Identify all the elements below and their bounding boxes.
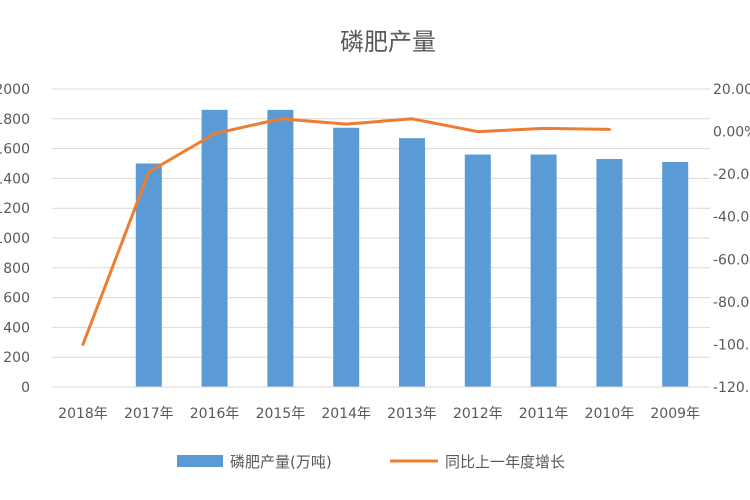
x-tick-label: 2012年 [453, 406, 503, 422]
left-tick-label: 2000 [0, 82, 30, 98]
left-tick-label: 1600 [0, 142, 30, 158]
x-tick-label: 2015年 [256, 406, 306, 422]
line-point [543, 127, 545, 129]
left-tick-label: 600 [3, 291, 30, 307]
x-tick-label: 2011年 [519, 406, 569, 422]
bar [596, 159, 623, 387]
line-point [279, 118, 281, 120]
x-tick-label: 2017年 [124, 406, 174, 422]
x-tick-label: 2013年 [387, 406, 437, 422]
legend-label-line: 同比上一年度增长 [445, 453, 565, 471]
line-series [81, 117, 611, 346]
bar [464, 154, 491, 387]
x-tick-label: 2010年 [585, 406, 635, 422]
line-point [477, 131, 479, 133]
left-tick-label: 1000 [0, 231, 30, 247]
right-tick-label: -20.00% [713, 167, 750, 183]
line-point [411, 118, 413, 120]
left-tick-label: 800 [3, 261, 30, 277]
line-point [345, 123, 347, 125]
line-point [82, 343, 84, 345]
left-tick-label: 0 [21, 380, 30, 396]
bar-series [135, 109, 689, 388]
legend: 磷肥产量(万吨) 同比上一年度增长 [177, 453, 565, 471]
left-tick-label: 1400 [0, 171, 30, 187]
bar [267, 109, 294, 388]
x-tick-label: 2009年 [650, 406, 700, 422]
right-tick-label: -120.00% [713, 380, 750, 396]
bar [135, 163, 162, 387]
legend-swatch-bar [177, 455, 223, 467]
line-point [214, 133, 216, 135]
x-tick-label: 2018年 [58, 406, 108, 422]
right-tick-label: -40.00% [713, 210, 750, 226]
right-axis: -120.00% -100.00% -80.00% -60.00% -40.00% -20… [713, 82, 750, 396]
left-tick-label: 200 [3, 350, 30, 366]
right-tick-label: -80.00% [713, 295, 750, 311]
bar [333, 127, 360, 388]
right-tick-label: 20.00% [713, 82, 750, 98]
left-axis: 0 200 400 600 800 1000 1200 1400 1600 1800 2000 [0, 82, 30, 396]
right-tick-label: -100.00% [713, 337, 750, 353]
line-point [608, 128, 610, 130]
x-tick-label: 2014年 [321, 406, 371, 422]
chart-title: 磷肥产量 [340, 28, 436, 56]
bar [201, 109, 228, 388]
bar [399, 138, 425, 387]
x-tick-label: 2016年 [190, 406, 240, 422]
bar [662, 162, 689, 387]
bar [530, 154, 557, 387]
x-axis: 2018年 2017年 2016年 2015年 2014年 2013年 2012年 2011年… [58, 406, 700, 422]
left-tick-label: 400 [3, 320, 30, 336]
left-tick-label: 1800 [0, 112, 30, 128]
legend-label-bar: 磷肥产量(万吨) [230, 453, 332, 471]
line-point [148, 171, 150, 173]
left-tick-label: 1200 [0, 201, 30, 217]
right-tick-label: -60.00% [713, 252, 750, 268]
right-tick-label: 0.00% [713, 125, 750, 141]
